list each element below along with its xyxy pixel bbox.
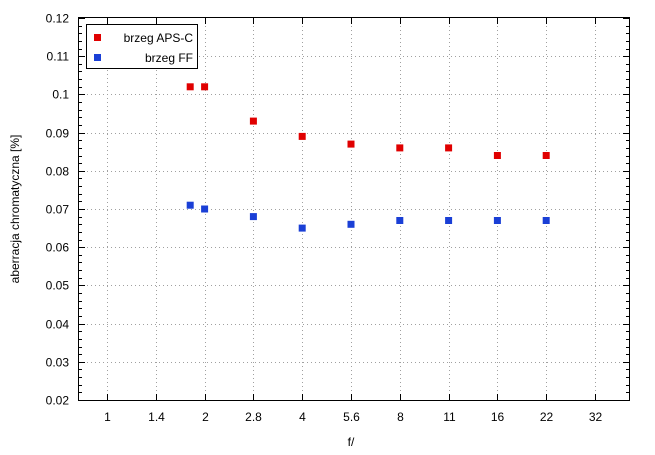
y-tick-label: 0.05 [46, 279, 70, 293]
point-aps-c [347, 140, 355, 148]
y-axis-label: aberracja chromatyczna [%] [8, 135, 22, 284]
data-points [186, 83, 550, 232]
y-tick-label: 0.1 [52, 88, 69, 102]
point-ff [493, 217, 501, 224]
x-tick-label: 1.4 [148, 410, 165, 424]
point-ff [298, 224, 306, 232]
point-ff [445, 217, 453, 224]
y-tick-label: 0.03 [46, 356, 70, 370]
legend-marker-ff [94, 54, 101, 61]
axis-ticks [79, 18, 629, 401]
y-tick-label: 0.04 [46, 318, 70, 332]
legend-label-aps-c: brzeg APS-C [124, 31, 194, 45]
x-tick-labels: 1 1.4 2 2.8 4 5.6 8 11 16 22 32 [104, 410, 602, 424]
x-axis-label: f/ [348, 435, 355, 449]
legend-marker-aps-c [94, 34, 101, 41]
y-tick-label: 0.09 [46, 127, 70, 141]
point-ff [186, 201, 194, 209]
point-ff [542, 217, 550, 224]
x-tick-label: 16 [491, 410, 505, 424]
plot-frame [78, 17, 630, 401]
y-tick-label: 0.08 [46, 165, 70, 179]
y-tick-label: 0.07 [46, 203, 70, 217]
point-aps-c [186, 83, 194, 91]
x-tick-label: 2.8 [245, 410, 262, 424]
point-aps-c [298, 132, 306, 140]
y-tick-labels: 0.02 0.03 0.04 0.05 0.06 0.07 0.08 0.09 0.1 0.11 0… [46, 12, 70, 408]
legend-label-ff: brzeg FF [145, 51, 193, 65]
point-ff [347, 220, 355, 228]
x-tick-label: 22 [540, 410, 554, 424]
x-tick-label: 1 [104, 410, 111, 424]
x-tick-label: 4 [299, 410, 306, 424]
point-aps-c [249, 117, 257, 125]
point-ff [396, 217, 404, 224]
y-tick-label: 0.02 [46, 394, 70, 408]
point-ff [249, 213, 257, 221]
point-aps-c [445, 144, 453, 152]
x-tick-label: 32 [589, 410, 603, 424]
y-tick-label: 0.06 [46, 241, 70, 255]
x-tick-label: 2 [202, 410, 209, 424]
legend: brzeg APS-C brzeg FF [86, 24, 198, 69]
grid-lines [79, 18, 629, 400]
x-tick-label: 5.6 [343, 410, 360, 424]
point-aps-c [493, 152, 501, 159]
x-tick-label: 11 [443, 410, 456, 424]
point-aps-c [396, 144, 404, 152]
legend-box [86, 24, 198, 69]
x-tick-label: 8 [397, 410, 404, 424]
point-aps-c [542, 152, 550, 159]
y-tick-label: 0.11 [47, 50, 70, 64]
point-aps-c [201, 83, 209, 91]
point-ff [201, 205, 209, 213]
y-tick-label: 0.12 [46, 12, 70, 26]
